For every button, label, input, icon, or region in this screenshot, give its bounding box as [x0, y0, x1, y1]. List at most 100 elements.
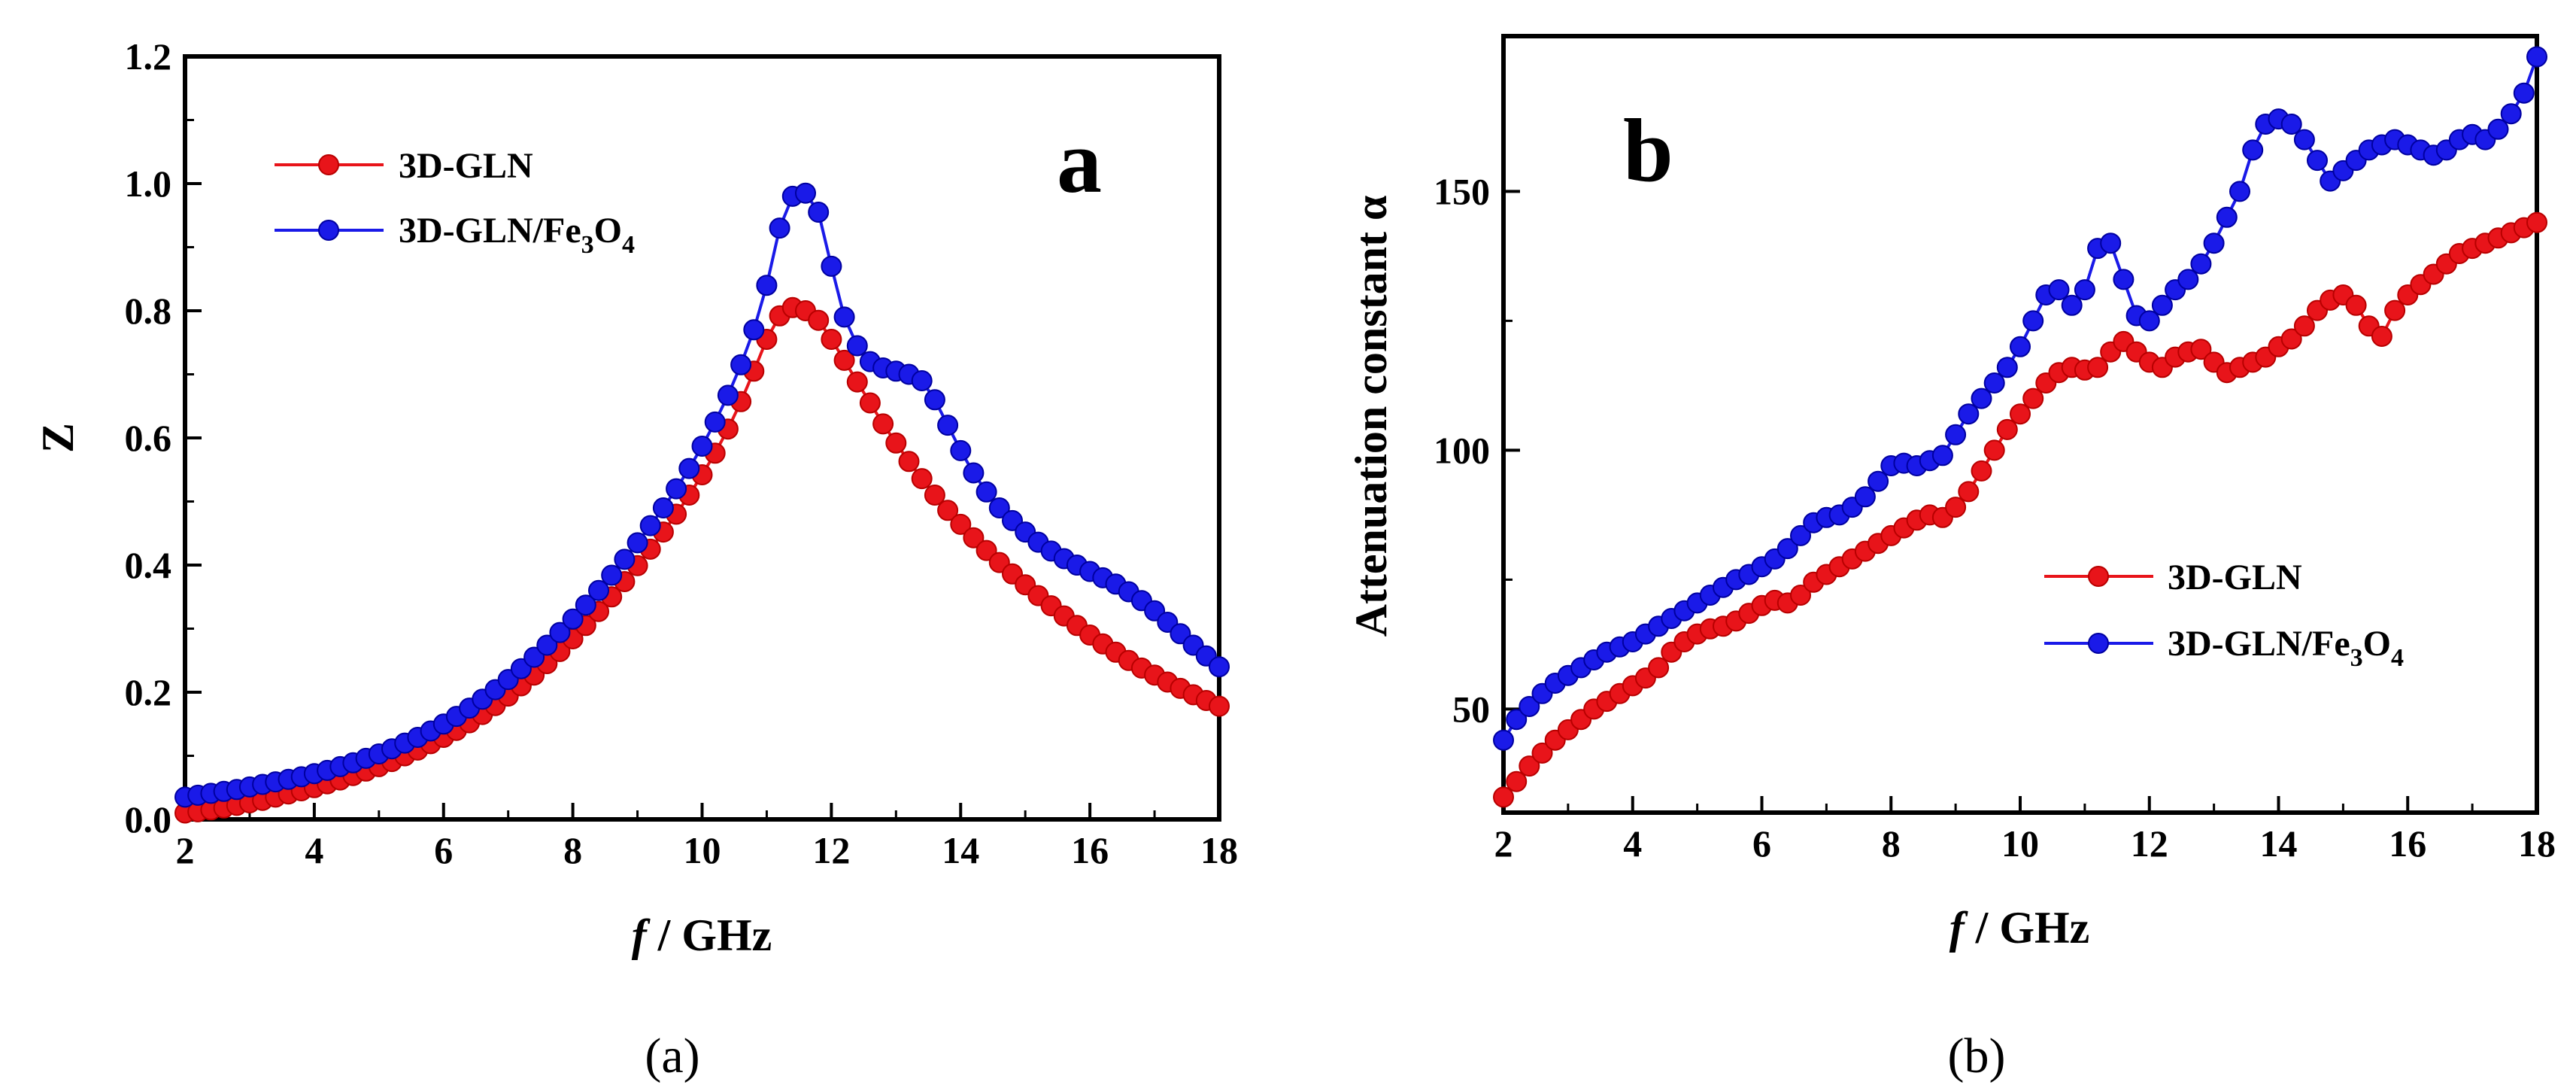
- data-point-b-1-37: [1971, 387, 1992, 409]
- chart-b: 2 4 6 8 10 12 14 16 18 50 100 150 b Attenuation con…: [1346, 34, 2556, 953]
- data-point-a-1-27: [523, 646, 545, 668]
- data-point-b-1-78: [2500, 103, 2522, 125]
- data-point-a-0-58: [924, 485, 945, 506]
- data-point-b-0-35: [1945, 497, 1967, 518]
- y-tick-label-b-2: 150: [1434, 170, 1490, 212]
- data-point-a-0-53: [859, 392, 881, 414]
- caption-b-letter: b: [1965, 1029, 1989, 1083]
- x-tick-label-a-5: 12: [812, 829, 850, 871]
- data-point-b-1-57: [2229, 181, 2250, 202]
- legend-a-item-1: 3D-GLN: [275, 146, 533, 186]
- x-tick-label-a-7: 16: [1071, 829, 1109, 871]
- x-axis-title-b-rest: / GHz: [1965, 903, 2090, 953]
- data-point-a-1-52: [846, 335, 868, 357]
- legend-a-label-2: 3D-GLN/Fe3O4: [399, 211, 635, 259]
- data-point-b-1-1: [1506, 709, 1528, 731]
- data-point-b-1-63: [2307, 150, 2328, 172]
- data-point-a-1-34: [614, 549, 636, 570]
- data-point-a-1-51: [833, 306, 855, 328]
- data-point-b-0-80: [2526, 211, 2547, 233]
- data-point-a-1-40: [691, 436, 713, 457]
- data-point-b-1-51: [2151, 294, 2173, 316]
- legend-b-label-2-mid: O: [2363, 624, 2391, 664]
- data-point-b-1-77: [2487, 118, 2509, 140]
- data-point-a-1-59: [937, 415, 959, 436]
- data-point-a-1-60: [950, 439, 972, 461]
- x-tick-label-b-6: 14: [2260, 822, 2298, 865]
- data-point-a-1-36: [639, 515, 661, 536]
- legend-a-marker-1: [318, 154, 339, 175]
- legend-a-label-1: 3D-GLN: [399, 146, 533, 186]
- data-point-a-1-38: [666, 478, 687, 500]
- x-tick-label-b-4: 10: [2001, 822, 2039, 865]
- a-ticks: 2 4 6 8 10 12 14 16 18 0.0 0.2 0.4 0.6 0.8 1.0 1.2: [125, 35, 1239, 871]
- y-tick-label-a-2: 0.4: [125, 544, 172, 586]
- data-point-a-0-57: [911, 468, 933, 490]
- x-tick-label-b-5: 12: [2131, 822, 2168, 865]
- x-tick-label-b-3: 8: [1882, 822, 1901, 865]
- data-point-b-1-41: [2022, 310, 2044, 332]
- data-point-b-0-62: [2293, 315, 2315, 337]
- data-point-b-1-28: [1854, 486, 1876, 508]
- caption-b: (b): [1948, 1029, 2006, 1083]
- data-point-a-1-80: [1209, 656, 1230, 678]
- data-point-a-1-28: [536, 634, 558, 656]
- data-point-a-1-48: [795, 182, 816, 204]
- data-point-b-1-34: [1931, 445, 1953, 467]
- x-tick-label-a-2: 6: [434, 829, 453, 871]
- data-point-a-1-41: [704, 411, 726, 433]
- x-tick-label-a-8: 18: [1200, 829, 1238, 871]
- data-point-b-0-23: [1790, 585, 1811, 606]
- data-point-a-0-54: [872, 413, 894, 435]
- data-point-a-0-56: [898, 451, 920, 473]
- data-point-a-1-43: [730, 354, 752, 375]
- x-tick-label-b-0: 2: [1494, 822, 1513, 865]
- legend-b-label-2: 3D-GLN/Fe3O4: [2168, 624, 2404, 672]
- x-axis-title-b: f / GHz: [1949, 903, 2090, 953]
- data-point-b-1-23: [1790, 524, 1811, 546]
- data-point-b-0-39: [1996, 418, 2018, 440]
- data-point-a-1-33: [601, 564, 623, 586]
- y-tick-label-b-0: 50: [1452, 688, 1490, 730]
- b-ticks: 2 4 6 8 10 12 14 16 18 50 100 150: [1434, 170, 2556, 865]
- panel-letter-a: a: [1057, 111, 1102, 211]
- data-point-a-1-50: [821, 255, 842, 277]
- caption-a: (a): [645, 1029, 699, 1083]
- data-point-a-0-52: [846, 371, 868, 393]
- data-point-b-0-3: [1531, 742, 1553, 764]
- data-point-b-1-56: [2216, 206, 2238, 228]
- data-point-b-0-54: [2190, 339, 2212, 360]
- chart-a: 2 4 6 8 10 12 14 16 180.00.20.40.60.81.01.2 a Z …: [33, 35, 1238, 960]
- a-series: [174, 182, 1230, 824]
- legend-a: 3D-GLN 3D-GLN/Fe3O4: [275, 146, 635, 259]
- data-point-a-1-39: [678, 457, 700, 479]
- data-point-b-1-48: [2113, 269, 2135, 290]
- legend-b-marker-2: [2088, 633, 2109, 654]
- caption-a-letter: a: [661, 1029, 683, 1083]
- legend-b-item-2: 3D-GLN/Fe3O4: [2044, 624, 2404, 672]
- legend-a-label-2-sub2: 4: [622, 231, 635, 259]
- legend-b-label-2-main: 3D-GLN/Fe: [2168, 624, 2350, 664]
- data-point-b-1-2: [1519, 696, 1540, 717]
- data-point-b-1-29: [1868, 470, 1889, 492]
- y-tick-label-b-1: 100: [1434, 429, 1490, 471]
- data-point-b-1-44: [2061, 294, 2083, 316]
- data-point-b-0-2: [1519, 755, 1540, 777]
- data-point-b-0-41: [2022, 387, 2044, 409]
- data-point-a-0-60: [950, 513, 972, 535]
- data-point-b-0-38: [1983, 439, 2005, 461]
- data-point-b-1-61: [2280, 114, 2302, 135]
- y-tick-label-a-4: 0.8: [125, 290, 172, 332]
- data-point-b-1-62: [2293, 129, 2315, 150]
- y-tick-label-a-3: 0.6: [125, 417, 172, 459]
- data-point-a-1-30: [562, 608, 584, 630]
- x-tick-label-b-7: 16: [2389, 822, 2426, 865]
- legend-b-label-2-sub1: 3: [2350, 644, 2363, 672]
- data-point-b-1-39: [1996, 357, 2018, 378]
- data-point-a-0-55: [885, 432, 907, 454]
- legend-b-item-1: 3D-GLN: [2044, 558, 2302, 597]
- data-point-a-0-61: [963, 527, 985, 549]
- y-tick-label-a-5: 1.0: [125, 163, 172, 205]
- data-point-a-0-80: [1209, 695, 1230, 717]
